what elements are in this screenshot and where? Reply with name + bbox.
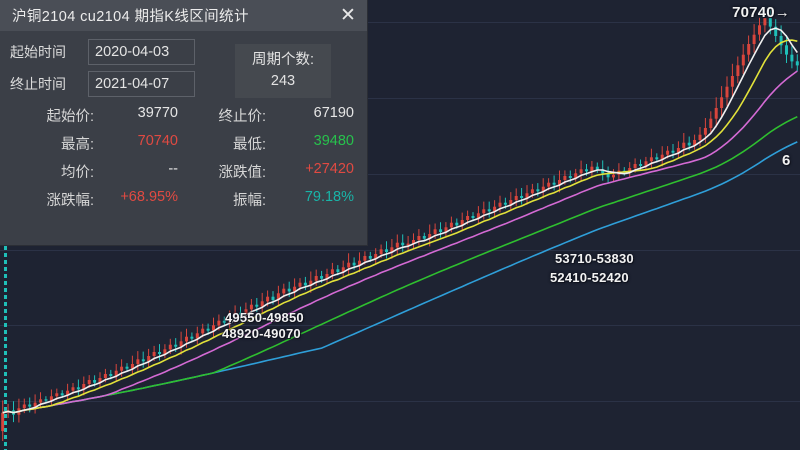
start-time-label: 起始时间 (10, 44, 66, 60)
statistics-grid: 起始价: 39770 终止价: 67190 最高: 70740 最低: 39480 均价: -- 涨… (0, 105, 367, 210)
start-time-row: 起始时间 (10, 39, 367, 65)
stat-value-3: 39480 (313, 133, 354, 149)
stat-value-7: 79.18% (304, 189, 354, 205)
stat-value-1: 67190 (313, 105, 354, 121)
kline-range-statistics-dialog[interactable]: 沪铜2104 cu2104 期指K线区间统计 ✕ 起始时间 终止时间 周期个数:… (0, 0, 368, 246)
stat-label-7: 振幅: (232, 193, 266, 209)
dialog-titlebar[interactable]: 沪铜2104 cu2104 期指K线区间统计 ✕ (0, 0, 367, 31)
stat-label-2: 最高: (60, 137, 94, 153)
period-count-box[interactable]: 周期个数: 243 (235, 44, 331, 98)
stat-label-3: 最低: (232, 137, 266, 153)
stat-label-1: 终止价: (218, 109, 266, 125)
stat-label-5: 涨跌值: (218, 165, 266, 181)
candlestick-series (1, 8, 799, 441)
start-time-input[interactable] (88, 39, 195, 65)
stat-value-5: +27420 (305, 161, 354, 177)
period-count-value: 243 (270, 73, 296, 89)
moving-average-lines (2, 27, 798, 414)
dialog-title: 沪铜2104 cu2104 期指K线区间统计 (12, 9, 249, 25)
stat-value-0: 39770 (137, 105, 178, 121)
period-count-label: 周期个数: (251, 51, 315, 68)
stat-value-6: +68.95% (120, 189, 178, 205)
end-time-input[interactable] (88, 71, 195, 97)
stat-label-0: 起始价: (46, 109, 94, 125)
stat-value-2: 70740 (137, 133, 178, 149)
stat-value-4: -- (168, 161, 178, 177)
stat-label-4: 均价: (60, 165, 94, 181)
close-icon[interactable]: ✕ (340, 5, 356, 26)
stat-label-6: 涨跌幅: (46, 193, 94, 209)
end-time-label: 终止时间 (10, 76, 66, 92)
dialog-body: 起始时间 终止时间 周期个数: 243 起始价: 39770 终止价: 67190 最高… (0, 31, 367, 210)
end-time-row: 终止时间 (10, 71, 367, 97)
